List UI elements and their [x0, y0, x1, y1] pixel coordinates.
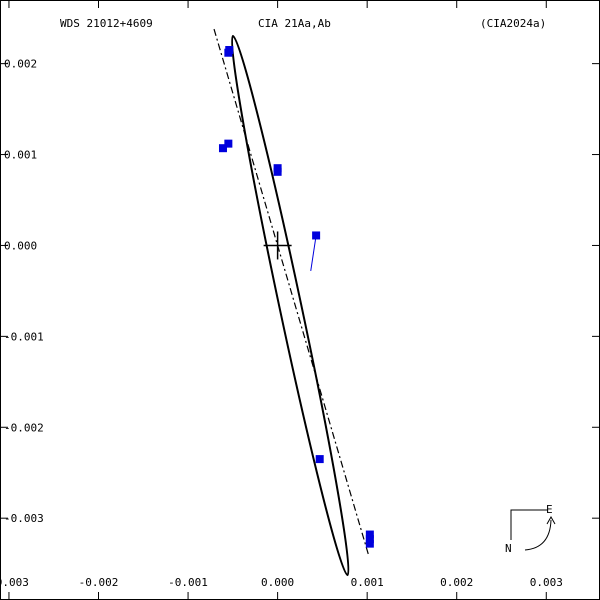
- x-axis: -0.003 -0.002 -0.001 0.000 0.001 0.002 0.003: [0, 0, 563, 600]
- compass-axes: [510, 509, 548, 540]
- observation-point: [312, 231, 321, 240]
- orbit-ellipse: [230, 35, 350, 577]
- compass-east-label: E: [546, 503, 553, 516]
- observation-points: [218, 46, 374, 548]
- x-tick-label: -0.003: [0, 576, 29, 589]
- observation-point: [273, 167, 282, 176]
- observation-point: [365, 535, 374, 544]
- residual-line: [310, 235, 317, 271]
- y-tick-label: -0.001: [4, 330, 44, 343]
- observation-point: [224, 139, 233, 148]
- header-right-label: (CIA2024a): [480, 17, 546, 30]
- line-of-nodes: [213, 28, 370, 557]
- y-tick-label: -0.002: [4, 421, 44, 434]
- header-center-label: CIA 21Aa,Ab: [258, 17, 331, 30]
- x-tick-label: 0.003: [530, 576, 563, 589]
- x-tick-label: 0.002: [440, 576, 473, 589]
- compass-arrowhead: [546, 515, 556, 525]
- y-tick-label: 0.000: [4, 239, 37, 252]
- y-tick-label: 0.002: [4, 58, 37, 71]
- header-left-label: WDS 21012+4609: [60, 17, 153, 30]
- y-tick-label: -0.003: [4, 512, 44, 525]
- compass-indicator: E N: [505, 503, 556, 555]
- observation-point: [218, 144, 227, 153]
- observation-point: [225, 46, 234, 54]
- x-tick-label: 0.000: [261, 576, 294, 589]
- y-axis: 0.002 0.001 0.000 -0.001 -0.002 -0.003: [0, 58, 600, 525]
- compass-arrow: [524, 519, 552, 551]
- observation-point: [365, 539, 374, 548]
- observation-point: [365, 530, 374, 539]
- compass-north-label: N: [505, 542, 512, 555]
- y-tick-label: 0.001: [4, 149, 37, 162]
- x-tick-label: -0.001: [168, 576, 208, 589]
- observation-point: [315, 455, 324, 464]
- x-tick-label: 0.001: [351, 576, 384, 589]
- x-tick-label: -0.002: [79, 576, 119, 589]
- primary-star-marker: [263, 231, 292, 260]
